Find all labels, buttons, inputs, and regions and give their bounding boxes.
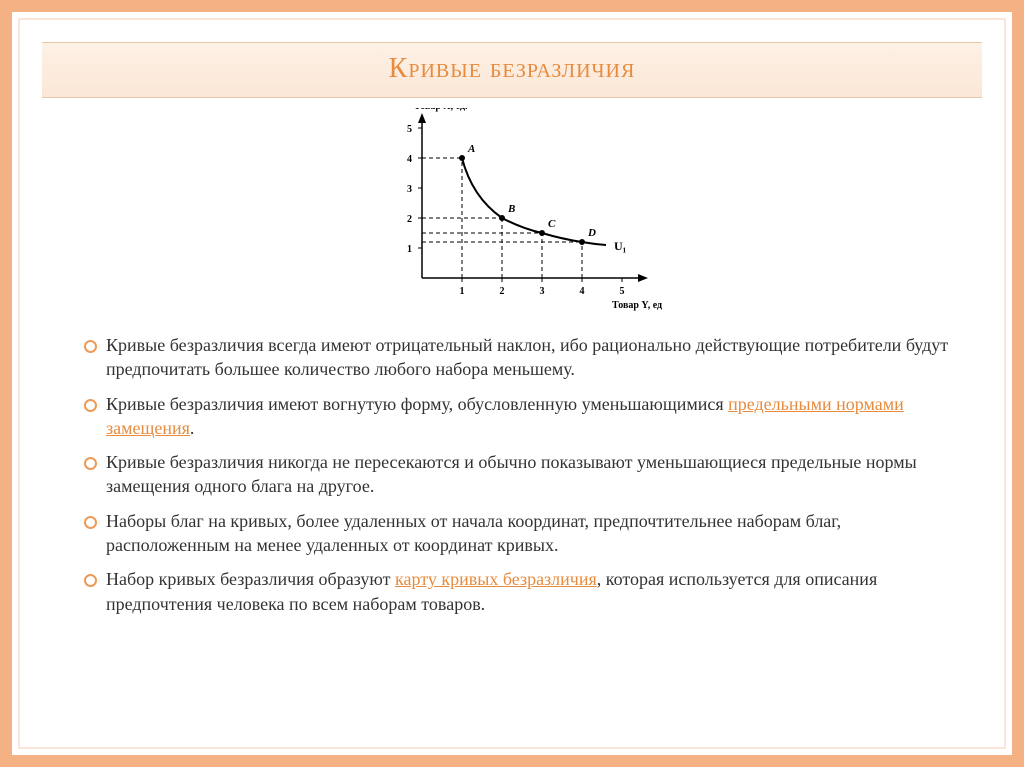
svg-text:5: 5	[407, 124, 412, 135]
bullet-text: Кривые безразличия никогда не пересекают…	[106, 452, 917, 496]
svg-text:1: 1	[460, 286, 465, 297]
svg-text:1: 1	[407, 244, 412, 255]
svg-text:U₁: U₁	[614, 239, 627, 253]
svg-text:3: 3	[407, 184, 412, 195]
bullet-item: Наборы благ на кривых, более удаленных о…	[84, 509, 952, 558]
svg-text:4: 4	[580, 286, 585, 297]
bullet-list: Кривые безразличия всегда имеют отрицате…	[84, 333, 952, 616]
svg-text:2: 2	[500, 286, 505, 297]
title-bar: Кривые безразличия	[42, 42, 982, 98]
slide-title: Кривые безразличия	[42, 53, 982, 85]
bullet-content: Кривые безразличия всегда имеют отрицате…	[84, 333, 952, 616]
bullet-item: Кривые безразличия имеют вогнутую форму,…	[84, 392, 952, 441]
bullet-text: Наборы благ на кривых, более удаленных о…	[106, 511, 841, 555]
svg-text:5: 5	[620, 286, 625, 297]
svg-text:2: 2	[407, 214, 412, 225]
svg-text:4: 4	[407, 154, 412, 165]
bullet-item: Кривые безразличия никогда не пересекают…	[84, 450, 952, 499]
svg-text:Товар X, ед.: Товар X, ед.	[414, 108, 468, 112]
bullet-text: Набор кривых безразличия образуют	[106, 569, 395, 589]
slide-frame: Кривые безразличия 1 2 3 4 5 1 2 3 4 5 Товар X, ед…	[0, 0, 1024, 767]
bullet-item: Набор кривых безразличия образуют карту …	[84, 567, 952, 616]
bullet-text: .	[190, 418, 195, 438]
svg-text:C: C	[548, 218, 556, 230]
svg-text:D: D	[587, 227, 596, 239]
svg-text:A: A	[467, 143, 475, 155]
bullet-text: Кривые безразличия имеют вогнутую форму,…	[106, 394, 728, 414]
svg-text:3: 3	[540, 286, 545, 297]
svg-text:Товар Y, ед: Товар Y, ед	[612, 300, 662, 311]
chart-container: 1 2 3 4 5 1 2 3 4 5 Товар X, ед. Товар Y, ед A B C D U₁	[12, 108, 1012, 323]
indifference-curve-chart: 1 2 3 4 5 1 2 3 4 5 Товар X, ед. Товар Y, ед A B C D U₁	[362, 108, 662, 318]
svg-text:B: B	[507, 203, 515, 215]
bullet-text: Кривые безразличия всегда имеют отрицате…	[106, 335, 948, 379]
bullet-item: Кривые безразличия всегда имеют отрицате…	[84, 333, 952, 382]
term-link[interactable]: карту кривых безразличия	[395, 569, 597, 589]
